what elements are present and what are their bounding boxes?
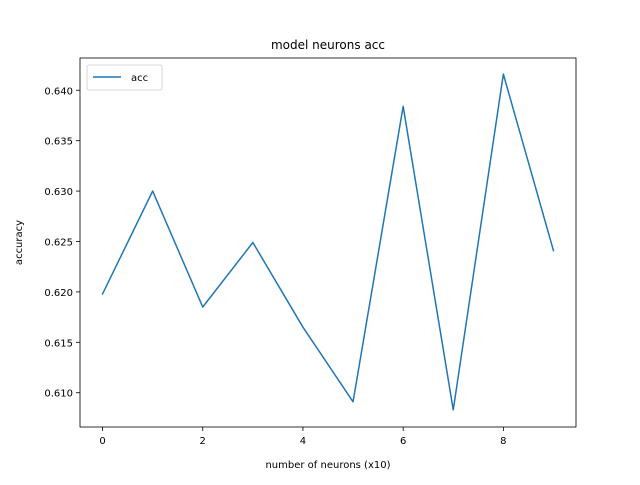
y-tick-label: 0.620 <box>44 288 73 299</box>
plot-area <box>80 58 576 427</box>
x-tick-label: 2 <box>200 436 206 447</box>
y-tick-label: 0.640 <box>44 86 73 97</box>
y-tick-label: 0.635 <box>44 137 73 148</box>
y-tick-label: 0.630 <box>44 187 73 198</box>
chart-title: model neurons acc <box>271 38 385 52</box>
x-tick-label: 6 <box>400 436 406 447</box>
axes-frame <box>79 57 577 428</box>
x-tick-label: 4 <box>300 436 306 447</box>
legend-label-acc: acc <box>131 73 148 84</box>
legend: acc <box>86 64 163 91</box>
series-line-acc <box>101 73 555 411</box>
y-tick-label: 0.610 <box>44 389 73 400</box>
legend-box <box>86 64 163 91</box>
x-axis-label: number of neurons (x10) <box>265 460 390 471</box>
x-tick-label: 8 <box>500 436 506 447</box>
y-tick-label: 0.615 <box>44 338 73 349</box>
x-tick-label: 0 <box>99 436 105 447</box>
axis-ticks: 0 2 4 6 8 0.610 0.615 0.620 0.625 0.630 0.635 0.640 <box>44 86 506 447</box>
y-tick-label: 0.625 <box>44 237 73 248</box>
y-axis-label: accuracy <box>14 220 25 265</box>
